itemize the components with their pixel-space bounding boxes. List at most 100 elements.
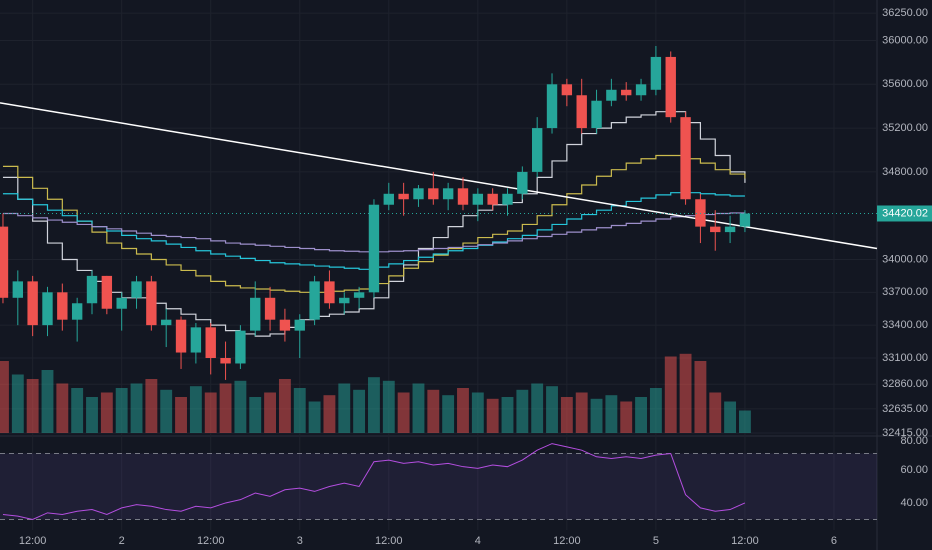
volume-bar — [620, 401, 633, 433]
candle-body — [0, 226, 9, 298]
rsi-tick-label: 40.00 — [900, 497, 928, 509]
volume-bar — [264, 392, 277, 433]
candle-body — [294, 319, 305, 331]
volume-bar — [293, 388, 306, 433]
volume-bar — [41, 370, 54, 433]
candle-body — [175, 319, 187, 353]
y-tick-label: 33700.00 — [882, 286, 928, 298]
volume-bar — [531, 383, 544, 433]
candle-body — [339, 297, 350, 304]
volume-bar — [738, 410, 751, 433]
y-tick-label: 33400.00 — [882, 319, 928, 331]
rsi-tick-label: 60.00 — [900, 464, 928, 476]
volume-bar — [486, 398, 499, 433]
y-tick-label: 34000.00 — [882, 253, 928, 265]
volume-bar — [709, 392, 722, 433]
candle-body — [383, 193, 394, 205]
rsi-band — [0, 453, 877, 520]
x-tick-label: 12:00 — [375, 535, 403, 547]
candle-body — [57, 292, 68, 320]
candle-body — [220, 358, 231, 364]
candle-body — [235, 330, 246, 364]
volume-bar — [368, 377, 380, 433]
volume-bar — [560, 397, 573, 433]
candle-body — [12, 281, 24, 298]
y-tick-label: 32635.00 — [882, 403, 928, 415]
candle-body — [724, 226, 736, 233]
candle-body — [309, 281, 320, 320]
x-tick-label: 4 — [475, 535, 481, 547]
trendline — [0, 102, 878, 250]
candle-body — [561, 84, 573, 96]
x-tick-label: 6 — [831, 535, 837, 547]
volume-bar — [694, 361, 707, 433]
volume-bar — [679, 353, 692, 433]
volume-bar — [56, 383, 69, 433]
x-tick-label: 12:00 — [19, 535, 47, 547]
rsi-line — [2, 443, 746, 520]
candle-body — [190, 327, 202, 353]
volume-bar — [635, 397, 647, 433]
candle-body — [531, 128, 543, 172]
x-tick-label: 12:00 — [731, 535, 759, 547]
volume-bar — [71, 388, 84, 433]
candle-body — [264, 297, 276, 320]
y-tick-label: 35600.00 — [882, 78, 928, 90]
candle-body — [368, 204, 380, 293]
volume-bar — [457, 388, 469, 433]
volume-bar — [649, 388, 662, 433]
volume-bar — [308, 401, 321, 433]
candle-body — [591, 100, 602, 129]
volume-bar — [0, 361, 9, 433]
volume-bar — [145, 379, 158, 433]
volume-bar — [204, 392, 217, 433]
candle-body — [398, 193, 409, 200]
candle-body — [131, 281, 142, 298]
candle-body — [205, 327, 216, 359]
candle-body — [665, 56, 676, 118]
volume-bar — [471, 392, 484, 433]
x-tick-label: 3 — [297, 535, 303, 547]
volume-bar — [397, 392, 410, 433]
volume-bar — [353, 389, 366, 433]
candle-body — [324, 281, 335, 304]
candle-body — [428, 188, 439, 200]
candle-body — [279, 319, 291, 331]
candle-body — [621, 89, 632, 96]
last-price-label: 34420.02 — [882, 207, 928, 219]
candle-body — [27, 281, 38, 326]
y-tick-label: 36250.00 — [882, 7, 928, 19]
volume-bar — [323, 395, 336, 433]
volume-bar — [442, 395, 455, 433]
y-tick-label: 32415.00 — [882, 427, 928, 439]
candle-body — [101, 275, 113, 309]
candle-body — [546, 84, 558, 129]
volume-bar — [189, 386, 202, 433]
candle-body — [710, 226, 721, 233]
volume-bar — [234, 380, 247, 433]
x-tick-label: 2 — [119, 535, 125, 547]
volume-bar — [130, 383, 143, 433]
rsi-tick-label: 80.00 — [900, 435, 928, 447]
last-price-badge — [877, 205, 932, 222]
candle-body — [442, 188, 454, 200]
candle-body — [650, 56, 662, 90]
candle-body — [695, 199, 706, 227]
volume-bar — [590, 398, 603, 433]
candle-body — [42, 292, 53, 326]
candle-body — [680, 117, 691, 200]
x-tick-label: 5 — [653, 535, 659, 547]
candle-body — [71, 303, 83, 320]
candle-body — [517, 171, 528, 194]
candle-body — [146, 281, 157, 326]
volume-bar — [516, 389, 529, 433]
candle-body — [413, 188, 424, 200]
moving-average-line — [2, 212, 746, 253]
candle-body — [606, 89, 617, 101]
candle-body — [502, 193, 513, 205]
y-tick-label: 33100.00 — [882, 352, 928, 364]
volume-bar — [724, 401, 737, 433]
candle-body — [353, 292, 365, 298]
